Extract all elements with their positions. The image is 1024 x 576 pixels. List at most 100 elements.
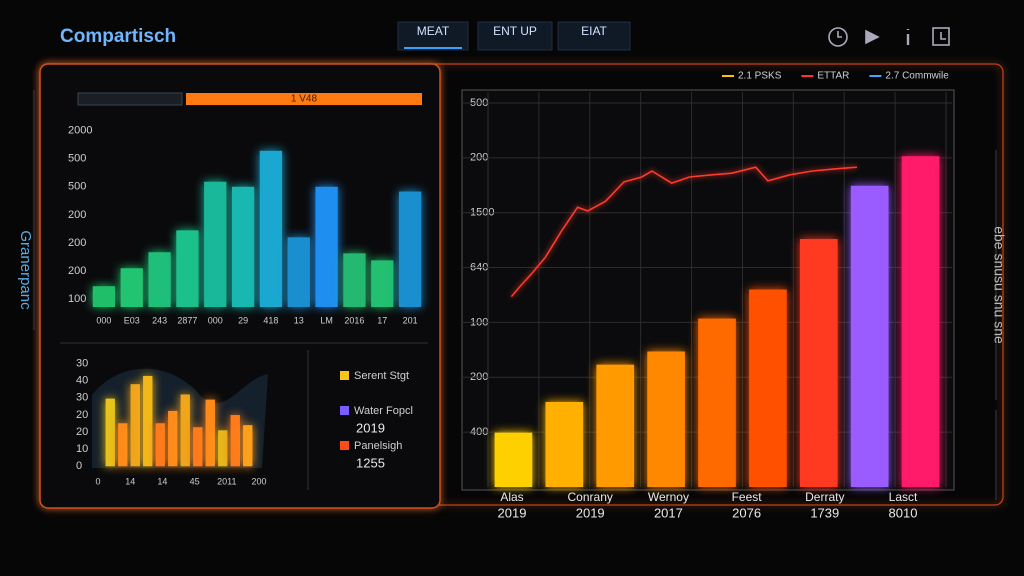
y-tick-label: 30 [76,357,88,369]
y-tick-label: 200 [68,237,86,249]
y-tick-label: 200 [68,265,86,277]
x-label-name: Wernoy [648,490,689,504]
legend-label: Panelsigh [354,440,402,452]
legend-label: Serent Stgt [354,370,409,382]
clock-icon[interactable] [828,27,848,47]
tab-label[interactable]: ENT UP [493,24,537,38]
trend-line [510,166,857,298]
filter-input[interactable] [77,92,183,106]
legend-label: ETTAR [817,71,849,82]
calendar-mark [940,32,946,40]
x-tick-label: 000 [96,315,111,325]
bar [343,253,366,307]
x-label-year: 1739 [810,505,839,520]
bar [371,260,394,307]
bar [243,425,253,467]
bar [148,252,171,307]
x-tick-label: 17 [377,315,387,325]
legend-label: Water Fopcl [354,405,413,417]
y-tick-label: 20 [76,409,88,421]
bar [180,394,190,467]
bar [749,289,787,487]
bar [901,156,940,487]
tab-indicator [404,47,462,49]
x-tick-label: 14 [157,476,167,486]
legend-swatch [340,441,349,450]
x-label-name: Feest [732,490,763,504]
bar [287,237,310,307]
y-tick-label: 20 [76,426,88,438]
x-tick-label: 0 [95,476,100,486]
x-label-year: 2017 [654,505,683,520]
y-tick-label: 30 [76,392,88,404]
calendar-icon[interactable] [932,27,950,46]
x-tick-label: 13 [294,315,304,325]
bar [647,351,685,487]
bar [218,430,228,467]
x-tick-label: 000 [208,315,223,325]
clock-hands [837,31,842,38]
bar [92,286,116,307]
legend-detail: 2019 [356,420,385,435]
tab[interactable] [557,21,631,51]
x-label-year: 8010 [889,505,918,520]
bar [398,191,422,307]
legend-swatch [340,406,349,415]
x-label-name: Lasct [889,490,918,504]
bar [130,384,140,467]
x-label-name: Derraty [805,490,844,504]
app-title: Compartisch [60,26,176,47]
bar [176,230,199,307]
x-tick-label: LM [320,315,333,325]
bar [315,186,338,307]
legend-label: 2.1 PSKS [738,71,782,82]
bar [596,364,635,487]
bar [230,415,240,467]
bar [205,399,215,467]
bar [120,268,143,307]
tab-label[interactable]: MEAT [417,24,450,38]
x-tick-label: 29 [238,315,248,325]
x-tick-label: 2011 [217,476,236,486]
x-tick-label: 2877 [177,315,197,325]
side-label: ebe snusu snu sne [991,226,1007,344]
x-label-year: 2019 [498,505,527,520]
bar [204,181,227,307]
legend-label: 2.7 Commwile [885,71,949,82]
y-tick-label: 500 [68,181,86,193]
y-tick-label: 200 [68,209,86,221]
side-label: Granerpanc [17,230,34,310]
x-label-name: Conrany [568,490,613,504]
bar [105,398,115,467]
tab[interactable] [397,21,469,51]
bar [155,423,165,467]
x-tick-label: 201 [403,315,418,325]
x-tick-label: 200 [251,476,266,486]
toolbar [828,27,950,47]
legend-detail: 1255 [356,455,385,470]
bar [259,150,283,307]
progress-bar [186,93,422,105]
x-tick-label: 45 [190,476,200,486]
x-tick-label: 2016 [344,315,364,325]
tab-label[interactable]: EIAT [581,24,607,38]
arrow-icon[interactable] [865,29,880,45]
bar [118,423,128,467]
x-tick-label: 14 [125,476,135,486]
bar [850,185,889,487]
y-tick-label: 500 [68,153,86,165]
y-tick-label: 0 [76,460,82,472]
bar [231,186,255,307]
tab[interactable] [477,21,553,51]
bar [545,401,584,487]
x-tick-label: 418 [263,315,278,325]
bar [494,432,533,487]
bar [168,410,178,467]
bar [143,375,153,467]
x-label-year: 2076 [732,505,761,520]
bar [799,239,838,487]
y-tick-label: 10 [76,443,88,455]
bar [698,318,736,487]
x-tick-label: 243 [152,315,167,325]
